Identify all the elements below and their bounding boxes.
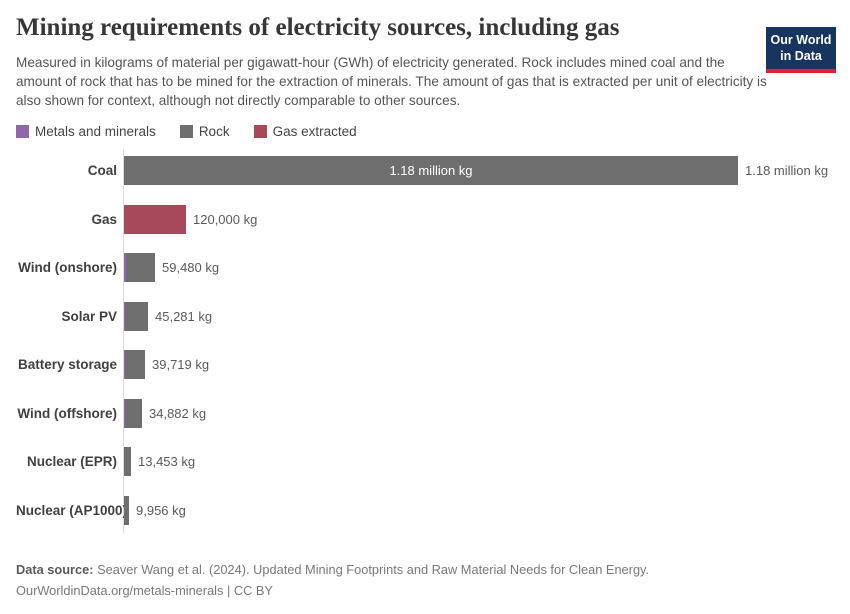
value-label: 13,453 kg bbox=[138, 454, 196, 470]
value-label: 45,281 kg bbox=[155, 308, 213, 324]
plot-area: 1.18 million kg 1.18 million kg bbox=[124, 156, 834, 186]
chart-row-battery-storage: Battery storage 39,719 kg bbox=[16, 341, 834, 390]
bar-fill bbox=[125, 398, 142, 428]
bar-fill bbox=[125, 350, 145, 380]
page-title: Mining requirements of electricity sourc… bbox=[16, 14, 620, 41]
y-axis-line bbox=[123, 148, 124, 533]
plot-area: 13,453 kg bbox=[124, 447, 834, 477]
chart-row-solar-pv: Solar PV 45,281 kg bbox=[16, 292, 834, 341]
bar-fill bbox=[124, 204, 186, 234]
value-label: 1.18 million kg bbox=[745, 163, 829, 179]
category-label: Wind (onshore) bbox=[18, 260, 117, 276]
plot-area: 9,956 kg bbox=[124, 495, 834, 525]
bar-fill bbox=[124, 495, 129, 525]
license-link[interactable]: OurWorldinData.org/metals-minerals | CC … bbox=[16, 582, 273, 598]
chart-rows: Coal 1.18 million kg 1.18 million kg Gas 120… bbox=[16, 147, 834, 535]
category-label: Wind (offshore) bbox=[17, 405, 117, 421]
plot-area: 45,281 kg bbox=[124, 301, 834, 331]
chart-row-wind-onshore: Wind (onshore) 59,480 kg bbox=[16, 244, 834, 293]
bar-fill bbox=[124, 447, 131, 477]
legend: Metals and minerals Rock Gas extracted bbox=[16, 124, 834, 139]
bar-gas[interactable] bbox=[124, 204, 186, 234]
category-label: Battery storage bbox=[17, 357, 117, 373]
metals-sliver bbox=[124, 398, 125, 428]
metals-sliver bbox=[124, 350, 125, 380]
chart-row-nuclear-epr: Nuclear (EPR) 13,453 kg bbox=[16, 438, 834, 487]
legend-swatch-metals-icon bbox=[16, 124, 29, 138]
chart-footer: Data source: Seaver Wang et al. (2024). … bbox=[16, 560, 649, 601]
plot-area: 59,480 kg bbox=[124, 253, 834, 283]
bar-battery-storage[interactable] bbox=[124, 350, 145, 380]
category-label: Gas bbox=[91, 211, 117, 227]
legend-label: Rock bbox=[198, 123, 230, 139]
chart-subtitle: Measured in kilograms of material per gi… bbox=[16, 54, 767, 109]
category-label: Coal bbox=[87, 163, 117, 179]
bar-fill bbox=[124, 156, 738, 186]
category-label: Nuclear (AP1000) bbox=[16, 502, 128, 518]
metals-sliver bbox=[124, 301, 125, 331]
metals-sliver bbox=[124, 253, 126, 283]
plot-area: 34,882 kg bbox=[124, 398, 834, 428]
bar-fill bbox=[125, 301, 148, 331]
value-label: 39,719 kg bbox=[152, 357, 210, 373]
owid-logo[interactable]: Our World in Data bbox=[766, 27, 836, 74]
category-label: Solar PV bbox=[61, 308, 117, 324]
legend-swatch-gas-icon bbox=[253, 124, 267, 138]
bar-chart: Coal 1.18 million kg 1.18 million kg Gas 120… bbox=[16, 147, 834, 535]
bar-nuclear-epr[interactable] bbox=[124, 447, 131, 477]
value-label: 59,480 kg bbox=[162, 260, 220, 276]
bar-nuclear-ap1000[interactable] bbox=[124, 495, 129, 525]
legend-item-rock[interactable]: Rock bbox=[179, 123, 230, 139]
data-source-text: Seaver Wang et al. (2024). Updated Minin… bbox=[97, 562, 650, 578]
value-label: 120,000 kg bbox=[193, 211, 258, 227]
data-source-line: Data source: Seaver Wang et al. (2024). … bbox=[16, 560, 649, 580]
legend-item-metals[interactable]: Metals and minerals bbox=[16, 124, 156, 139]
chart-row-coal: Coal 1.18 million kg 1.18 million kg bbox=[16, 147, 834, 196]
legend-label: Metals and minerals bbox=[35, 123, 156, 139]
owid-logo-line2: in Data bbox=[780, 48, 822, 63]
category-label: Nuclear (EPR) bbox=[26, 454, 117, 470]
legend-swatch-rock-icon bbox=[179, 124, 193, 138]
plot-area: 120,000 kg bbox=[124, 204, 834, 234]
bar-fill bbox=[126, 253, 155, 283]
value-label: 9,956 kg bbox=[136, 502, 186, 518]
value-label: 34,882 kg bbox=[149, 405, 207, 421]
legend-item-gas[interactable]: Gas extracted bbox=[253, 123, 357, 139]
bar-wind-offshore[interactable] bbox=[124, 398, 142, 428]
owid-logo-line1: Our World bbox=[770, 33, 832, 47]
data-source-label: Data source: bbox=[16, 562, 94, 578]
bar-coal[interactable]: 1.18 million kg bbox=[124, 156, 738, 186]
chart-row-wind-offshore: Wind (offshore) 34,882 kg bbox=[16, 389, 834, 438]
bar-solar-pv[interactable] bbox=[124, 301, 148, 331]
bar-wind-onshore[interactable] bbox=[124, 253, 155, 283]
chart-row-gas: Gas 120,000 kg bbox=[16, 195, 834, 244]
plot-area: 39,719 kg bbox=[124, 350, 834, 380]
chart-row-nuclear-ap1000: Nuclear (AP1000) 9,956 kg bbox=[16, 486, 834, 535]
legend-label: Gas extracted bbox=[272, 123, 357, 139]
